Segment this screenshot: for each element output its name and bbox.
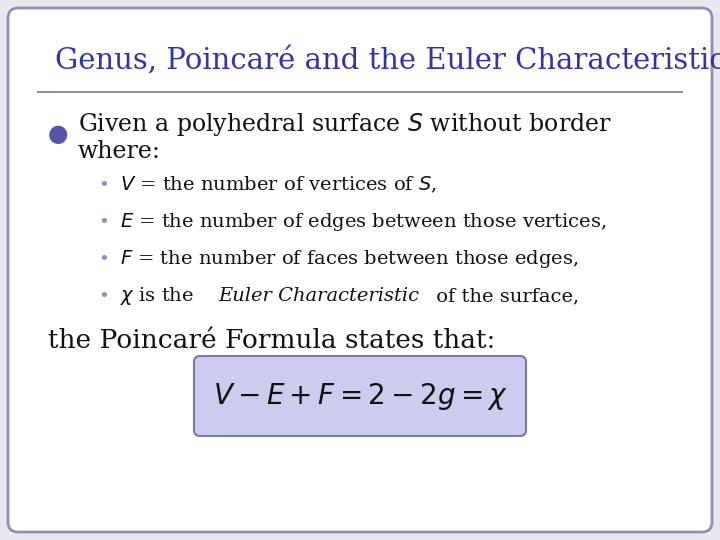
Text: $V$ = the number of vertices of $S$,: $V$ = the number of vertices of $S$, (120, 175, 437, 195)
Text: $E$ = the number of edges between those vertices,: $E$ = the number of edges between those … (120, 211, 607, 233)
FancyBboxPatch shape (8, 8, 712, 532)
Text: •: • (98, 250, 109, 268)
Text: •: • (98, 213, 109, 231)
Text: $\chi$ is the: $\chi$ is the (120, 285, 195, 307)
Text: •: • (98, 176, 109, 194)
FancyBboxPatch shape (194, 356, 526, 436)
Text: Genus, Poincaré and the Euler Characteristic: Genus, Poincaré and the Euler Characteri… (55, 46, 720, 75)
Text: the Poincaré Formula states that:: the Poincaré Formula states that: (48, 327, 495, 353)
Text: Euler Characteristic: Euler Characteristic (218, 287, 419, 305)
Text: $V - E + F = 2 - 2g = \chi$: $V - E + F = 2 - 2g = \chi$ (212, 381, 508, 411)
Text: •: • (98, 287, 109, 305)
Text: $F$ = the number of faces between those edges,: $F$ = the number of faces between those … (120, 248, 578, 270)
Text: of the surface,: of the surface, (430, 287, 579, 305)
Text: Given a polyhedral surface $S$ without border: Given a polyhedral surface $S$ without b… (78, 111, 612, 138)
Text: where:: where: (78, 140, 161, 164)
Text: ●: ● (48, 122, 68, 146)
